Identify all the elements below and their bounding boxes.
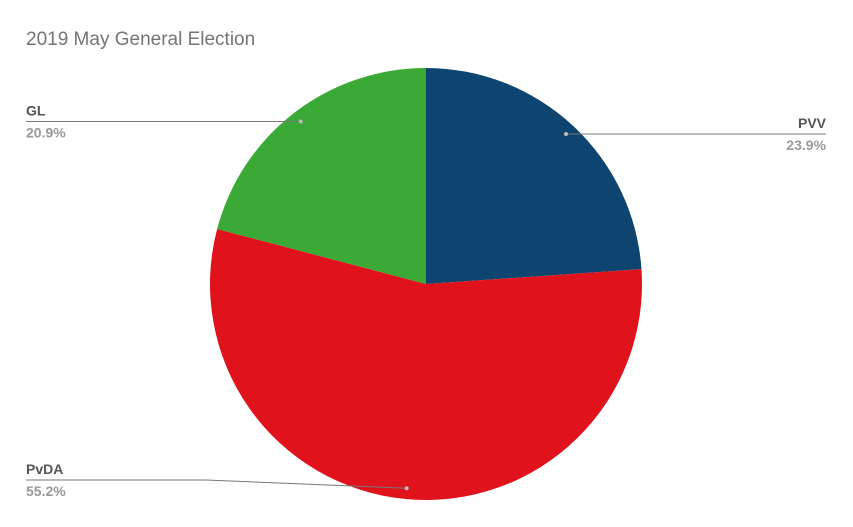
slice-label: PVV (798, 115, 827, 131)
slice-value-label: 20.9% (26, 124, 66, 140)
leader-line (26, 479, 407, 489)
leader-dot (404, 486, 409, 491)
pie-slice (217, 68, 426, 284)
pie-slice (426, 68, 642, 284)
slice-value-label: 55.2% (26, 483, 66, 499)
pie-slice (209, 228, 642, 500)
slice-label: PvDA (26, 461, 63, 477)
slice-label: GL (26, 102, 46, 118)
leader-dot (563, 131, 568, 136)
slice-value-label: 23.9% (786, 137, 826, 153)
leader-dot (298, 119, 303, 124)
chart-title: 2019 May General Election (26, 29, 255, 50)
